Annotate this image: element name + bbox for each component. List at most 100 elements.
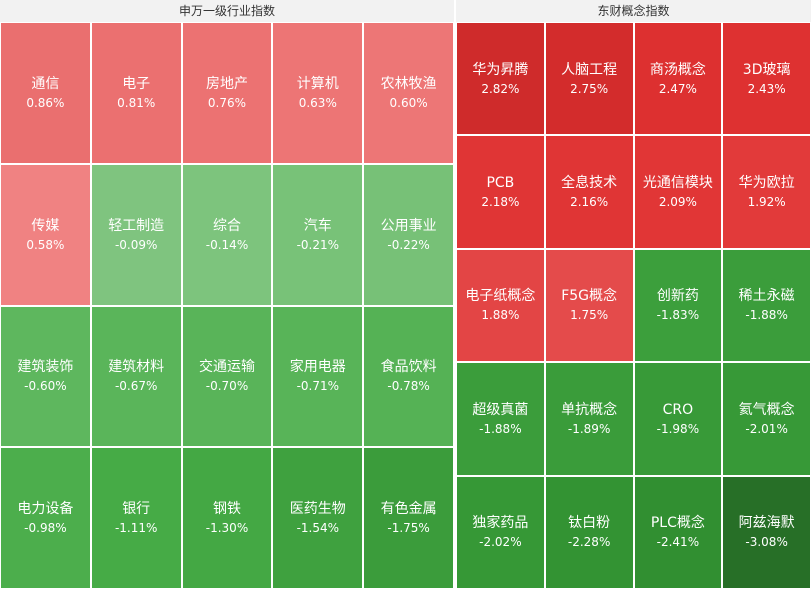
tile-change-percent: -1.98% xyxy=(656,421,700,436)
industry-index-title: 申万一级行业指数 xyxy=(0,0,454,22)
heatmap-tile[interactable]: CRO -1.98% xyxy=(633,362,723,476)
tile-change-percent: 2.16% xyxy=(570,195,609,210)
heatmap-tile[interactable]: 综合 -0.14% xyxy=(181,163,273,306)
tile-name: 汽车 xyxy=(303,217,332,234)
heatmap-tile[interactable]: 钛白粉 -2.28% xyxy=(544,475,634,589)
tile-change-percent: 1.88% xyxy=(481,308,520,323)
tile-name: 有色金属 xyxy=(380,501,437,518)
tile-name: 建筑装饰 xyxy=(17,359,74,376)
tile-change-percent: 2.47% xyxy=(658,81,697,96)
heatmap-tile[interactable]: PLC概念 -2.41% xyxy=(633,475,723,589)
tile-change-percent: -1.30% xyxy=(205,521,249,536)
heatmap-tile[interactable]: 轻工制造 -0.09% xyxy=(90,163,182,306)
tile-change-percent: -3.08% xyxy=(745,535,788,550)
heatmap-tile[interactable]: 电子纸概念 1.88% xyxy=(456,248,545,363)
tile-name: 食品饮料 xyxy=(380,359,437,376)
tile-name: PCB xyxy=(486,175,515,192)
tile-change-percent: -0.70% xyxy=(205,379,249,394)
tile-name: 传媒 xyxy=(31,217,60,234)
heatmap-tile[interactable]: 3D玻璃 2.43% xyxy=(722,22,811,136)
tile-name: 稀土永磁 xyxy=(738,288,795,305)
heatmap-tile[interactable]: 房地产 0.76% xyxy=(181,22,273,164)
heatmap-tile[interactable]: PCB 2.18% xyxy=(456,135,545,249)
heatmap-tile[interactable]: 医药生物 -1.54% xyxy=(272,447,364,589)
industry-heatmap: 通信 0.86% 电子 0.81% 房地产 0.76% 计算机 0.63% 农林牧渔 0.60% 传… xyxy=(0,22,454,589)
heatmap-tile[interactable]: 商汤概念 2.47% xyxy=(633,22,723,136)
heatmap-tile[interactable]: 华为昇腾 2.82% xyxy=(456,22,545,136)
tile-name: 银行 xyxy=(122,501,151,518)
tile-change-percent: 0.86% xyxy=(26,95,65,110)
tile-name: 交通运输 xyxy=(198,359,255,376)
tile-change-percent: -1.11% xyxy=(114,521,158,536)
tile-change-percent: -0.60% xyxy=(24,379,67,394)
heatmap-tile[interactable]: F5G概念 1.75% xyxy=(544,248,634,363)
tile-name: 氦气概念 xyxy=(738,401,795,418)
heatmap-tile[interactable]: 人脑工程 2.75% xyxy=(544,22,634,136)
heatmap-tile[interactable]: 家用电器 -0.71% xyxy=(272,305,364,448)
heatmap-tile[interactable]: 农林牧渔 0.60% xyxy=(363,22,454,164)
tile-name: 钛白粉 xyxy=(568,515,611,532)
tile-change-percent: 0.81% xyxy=(117,95,156,110)
heatmap-tile[interactable]: 建筑装饰 -0.60% xyxy=(0,305,91,448)
tile-name: 公用事业 xyxy=(380,217,437,234)
tile-change-percent: -1.88% xyxy=(745,308,788,323)
heatmap-tile[interactable]: 食品饮料 -0.78% xyxy=(363,305,454,448)
heatmap-tile[interactable]: 光通信模块 2.09% xyxy=(633,135,723,249)
concept-index-panel: 东财概念指数 华为昇腾 2.82% 人脑工程 2.75% 商汤概念 2.47% 3D玻璃 2.… xyxy=(456,0,811,589)
tile-name: 钢铁 xyxy=(212,501,241,518)
heatmap-tile[interactable]: 创新药 -1.83% xyxy=(633,248,723,363)
heatmap-tile[interactable]: 交通运输 -0.70% xyxy=(181,305,273,448)
heatmap-tile[interactable]: 建筑材料 -0.67% xyxy=(90,305,182,448)
tile-name: 通信 xyxy=(31,75,60,92)
tile-name: 阿兹海默 xyxy=(738,515,795,532)
tile-change-percent: -2.02% xyxy=(479,535,522,550)
tile-name: 商汤概念 xyxy=(649,61,706,78)
heatmap-tile[interactable]: 公用事业 -0.22% xyxy=(363,163,454,306)
tile-change-percent: -1.88% xyxy=(479,421,522,436)
tile-name: 农林牧渔 xyxy=(380,75,437,92)
heatmap-tile[interactable]: 电力设备 -0.98% xyxy=(0,447,91,589)
tile-change-percent: 2.18% xyxy=(481,195,520,210)
heatmap-tile[interactable]: 华为欧拉 1.92% xyxy=(722,135,811,249)
tile-change-percent: -0.78% xyxy=(387,379,430,394)
tile-change-percent: -0.21% xyxy=(296,237,340,252)
heatmap-tile[interactable]: 独家药品 -2.02% xyxy=(456,475,545,589)
tile-change-percent: -1.83% xyxy=(656,308,700,323)
tile-name: 人脑工程 xyxy=(561,61,618,78)
tile-change-percent: 2.09% xyxy=(658,195,697,210)
tile-name: 计算机 xyxy=(296,75,339,92)
tile-change-percent: 0.60% xyxy=(389,95,428,110)
tile-name: 超级真菌 xyxy=(472,401,529,418)
heatmap-tile[interactable]: 有色金属 -1.75% xyxy=(363,447,454,589)
heatmap-tile[interactable]: 电子 0.81% xyxy=(90,22,182,164)
heatmap-tile[interactable]: 计算机 0.63% xyxy=(272,22,364,164)
tile-name: 综合 xyxy=(212,217,241,234)
heatmap-tile[interactable]: 钢铁 -1.30% xyxy=(181,447,273,589)
heatmap-tile[interactable]: 银行 -1.11% xyxy=(90,447,182,589)
tile-name: CRO xyxy=(662,401,694,418)
heatmap-tile[interactable]: 传媒 0.58% xyxy=(0,163,91,306)
tile-name: 独家药品 xyxy=(472,515,529,532)
heatmap-tile[interactable]: 阿兹海默 -3.08% xyxy=(722,475,811,589)
tile-change-percent: 2.82% xyxy=(481,81,520,96)
tile-name: 家用电器 xyxy=(289,359,346,376)
heatmap-tile[interactable]: 通信 0.86% xyxy=(0,22,91,164)
tile-name: 华为欧拉 xyxy=(738,175,795,192)
tile-name: 全息技术 xyxy=(561,175,618,192)
tile-name: 电子 xyxy=(122,75,151,92)
tile-change-percent: -1.89% xyxy=(567,421,611,436)
tile-change-percent: 1.92% xyxy=(747,195,786,210)
concept-heatmap: 华为昇腾 2.82% 人脑工程 2.75% 商汤概念 2.47% 3D玻璃 2.43% PCB 2… xyxy=(456,22,811,589)
heatmap-tile[interactable]: 超级真菌 -1.88% xyxy=(456,362,545,476)
tile-name: 创新药 xyxy=(656,288,699,305)
heatmap-tile[interactable]: 稀土永磁 -1.88% xyxy=(722,248,811,363)
tile-change-percent: 2.75% xyxy=(570,81,609,96)
heatmap-tile[interactable]: 单抗概念 -1.89% xyxy=(544,362,634,476)
tile-change-percent: -2.41% xyxy=(656,535,700,550)
tile-name: 建筑材料 xyxy=(108,359,165,376)
heatmap-tile[interactable]: 全息技术 2.16% xyxy=(544,135,634,249)
heatmap-tile[interactable]: 氦气概念 -2.01% xyxy=(722,362,811,476)
tile-change-percent: -0.22% xyxy=(387,237,430,252)
heatmap-tile[interactable]: 汽车 -0.21% xyxy=(272,163,364,306)
tile-name: 单抗概念 xyxy=(561,401,618,418)
